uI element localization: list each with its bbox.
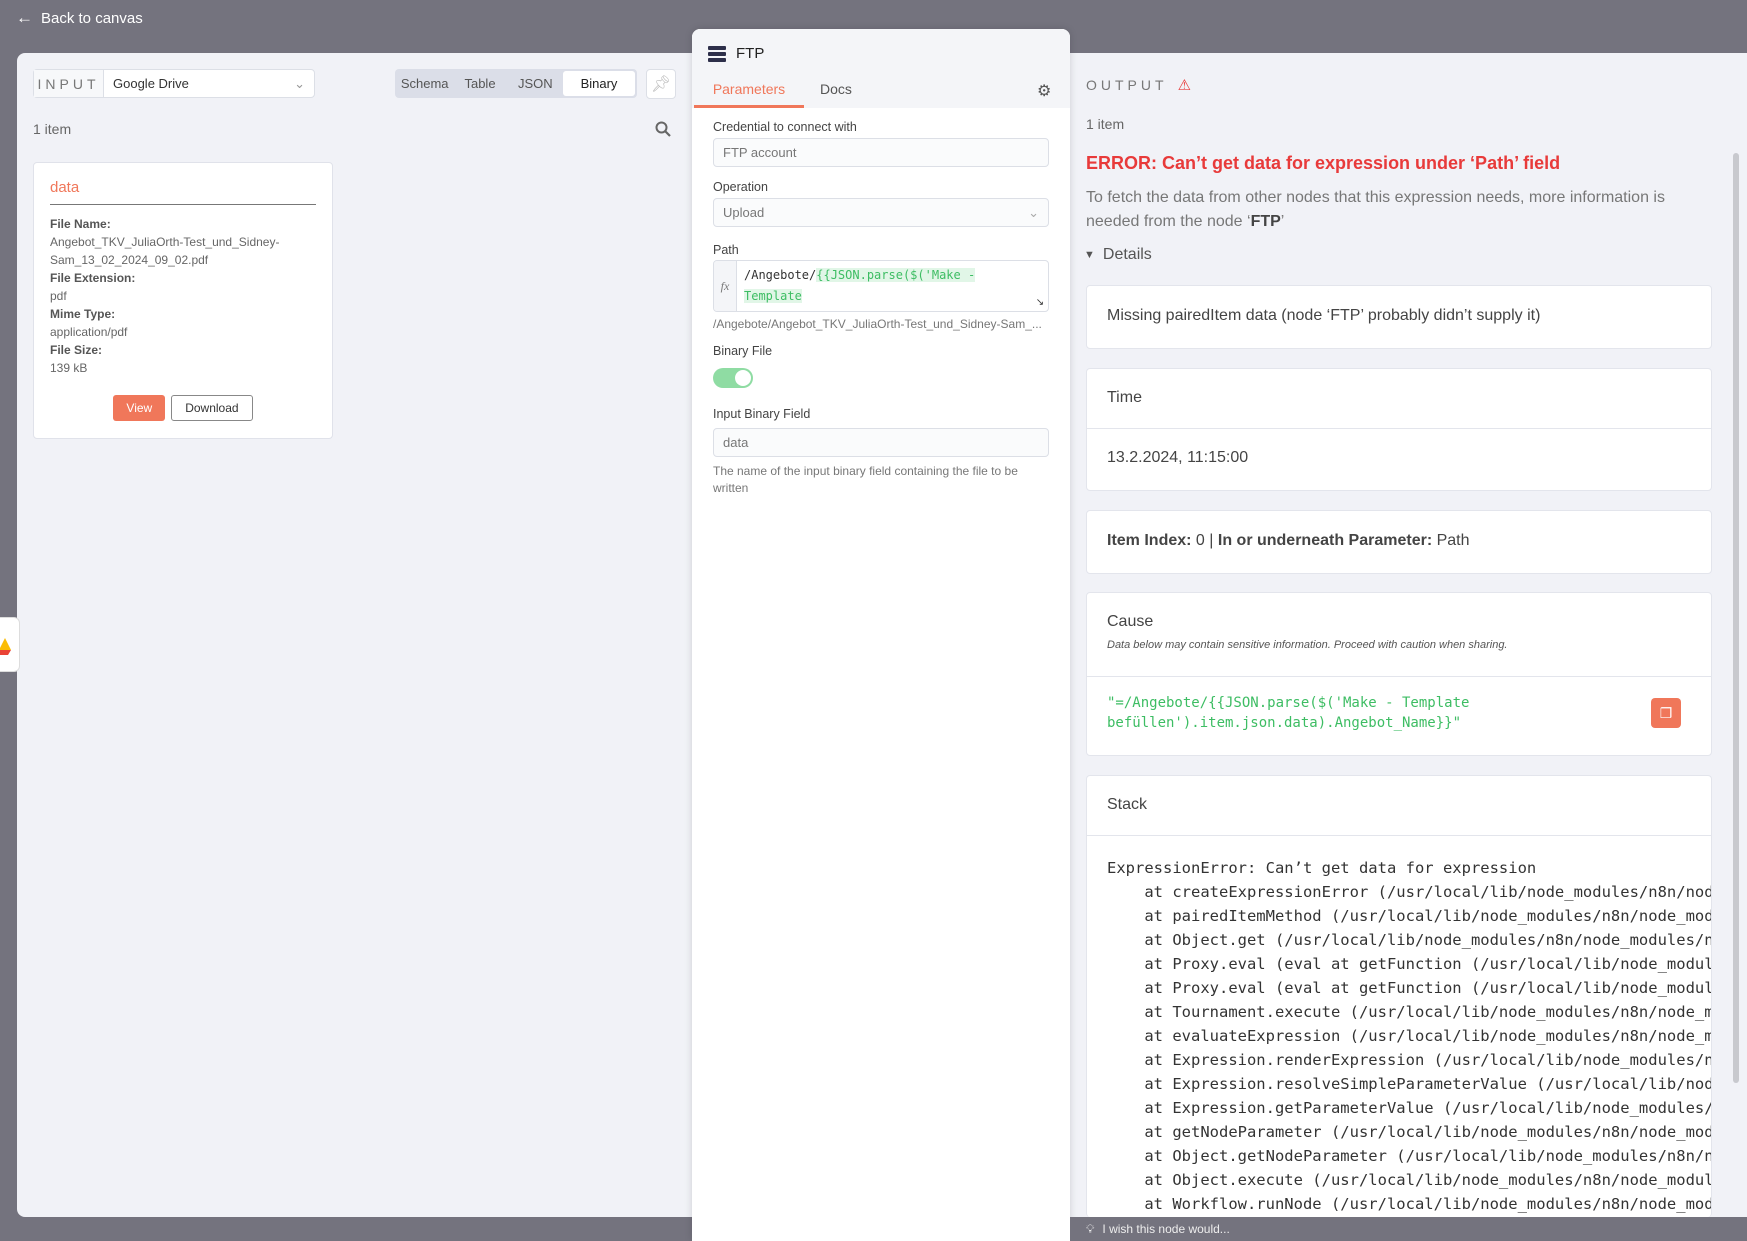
error-message-card: Missing pairedItem data (node ‘FTP’ prob… — [1086, 285, 1712, 349]
item-index-card: Item Index: 0 | In or underneath Paramet… — [1086, 510, 1712, 574]
input-item-count: 1 item — [33, 121, 72, 137]
operation-label: Operation — [713, 180, 768, 194]
cause-card: Cause Data below may contain sensitive i… — [1086, 592, 1712, 756]
tab-binary[interactable]: Binary — [563, 71, 635, 96]
field-value: application/pdf — [50, 325, 128, 339]
time-value: 13.2.2024, 11:15:00 — [1107, 449, 1249, 466]
copy-icon: ❐ — [1659, 704, 1673, 721]
google-drive-icon — [0, 638, 11, 655]
field-value: pdf — [50, 289, 67, 303]
warning-icon: ⚠ — [1177, 77, 1192, 94]
search-button[interactable] — [655, 121, 671, 142]
chevron-down-icon: ▼ — [1084, 249, 1095, 261]
path-expression-input[interactable]: fx /Angebote/{{JSON.parse($('Make - Temp… — [713, 260, 1049, 312]
param-value: Path — [1436, 532, 1470, 549]
pin-data-button[interactable]: 📌︎ — [646, 69, 676, 99]
binary-file-label: Binary File — [713, 344, 773, 358]
error-description: To fetch the data from other nodes that … — [1086, 186, 1716, 234]
arrow-left-icon: ← — [16, 8, 33, 27]
settings-button[interactable]: ⚙ — [1037, 81, 1051, 101]
download-button[interactable]: Download — [171, 395, 253, 421]
copy-button[interactable]: ❐ — [1651, 698, 1681, 728]
path-label: Path — [713, 243, 739, 257]
chevron-down-icon: ⌄ — [294, 75, 305, 91]
item-index-value: 0 — [1195, 532, 1205, 549]
path-preview: /Angebote/Angebot_TKV_JuliaOrth-Test_und… — [713, 317, 1042, 331]
binary-data-card: data File Name: Angebot_TKV_JuliaOrth-Te… — [33, 162, 333, 439]
field-key: File Name: — [50, 217, 111, 231]
node-title: FTP — [736, 45, 765, 62]
expand-icon[interactable]: ↘ — [1033, 296, 1047, 310]
error-title: ERROR: Can’t get data for expression und… — [1086, 153, 1561, 173]
input-binary-field-input[interactable]: data — [713, 428, 1049, 457]
cause-note: Data below may contain sensitive informa… — [1107, 639, 1508, 651]
tab-schema[interactable]: Schema — [400, 76, 449, 91]
cause-label: Cause — [1107, 613, 1154, 630]
field-key: File Size: — [50, 343, 103, 357]
lightbulb-icon: 💡︎ — [1086, 1221, 1095, 1236]
item-index-label: Item Index: — [1107, 532, 1192, 549]
field-value: Angebot_TKV_JuliaOrth-Test_und_Sidney-Sa… — [50, 235, 280, 267]
error-message: Missing pairedItem data (node ‘FTP’ prob… — [1107, 307, 1541, 324]
display-mode-tabs: Schema Table JSON Binary — [395, 69, 637, 98]
stack-label: Stack — [1087, 776, 1711, 836]
fx-icon: fx — [714, 261, 737, 311]
output-scrollbar[interactable] — [1733, 153, 1739, 1083]
input-node-select[interactable]: INPUT Google Drive ⌄ — [33, 69, 315, 98]
input-binary-field-hint: The name of the input binary field conta… — [713, 464, 1018, 495]
stack-card: Stack ExpressionError: Can’t get data fo… — [1086, 775, 1712, 1217]
cause-value: "=/Angebote/{{JSON.parse($('Make - Templ… — [1107, 695, 1470, 731]
output-label: OUTPUT — [1086, 77, 1168, 93]
credential-value: FTP account — [723, 145, 797, 160]
field-key: File Extension: — [50, 271, 136, 285]
stack-trace: ExpressionError: Can’t get data for expr… — [1107, 859, 1711, 1213]
param-label: In or underneath Parameter: — [1217, 532, 1433, 549]
input-binary-field-value: data — [723, 435, 749, 450]
tab-json[interactable]: JSON — [518, 76, 553, 91]
binary-file-toggle[interactable] — [713, 368, 753, 388]
google-drive-node-stub[interactable] — [0, 617, 20, 672]
feedback-text: I wish this node would... — [1102, 1222, 1230, 1236]
field-value: 139 kB — [50, 361, 88, 375]
details-label: Details — [1102, 246, 1152, 263]
details-toggle[interactable]: ▼ Details — [1084, 246, 1152, 264]
view-button[interactable]: View — [113, 395, 166, 421]
error-desc-end: ’ — [1280, 213, 1285, 230]
pin-icon: 📌︎ — [650, 76, 672, 93]
back-to-canvas-button[interactable]: ← Back to canvas — [16, 8, 143, 27]
search-icon — [655, 121, 671, 137]
path-static: /Angebote/ — [744, 268, 817, 282]
field-key: Mime Type: — [50, 307, 116, 321]
time-card: Time 13.2.2024, 11:15:00 — [1086, 368, 1712, 491]
server-icon — [708, 45, 726, 62]
credential-select[interactable]: FTP account — [713, 138, 1049, 167]
feedback-bar[interactable]: 💡︎ I wish this node would... — [1070, 1217, 1747, 1241]
chevron-down-icon: ⌄ — [1028, 204, 1039, 220]
operation-value: Upload — [723, 205, 765, 220]
credential-label: Credential to connect with — [713, 120, 857, 134]
output-item-count: 1 item — [1086, 116, 1125, 132]
tab-docs[interactable]: Docs — [820, 81, 852, 97]
error-desc-text: To fetch the data from other nodes that … — [1086, 189, 1665, 230]
node-settings-panel: FTP Parameters Docs ⚙ Credential to conn… — [692, 29, 1070, 1241]
input-node-value: Google Drive — [113, 76, 189, 91]
error-desc-node: FTP — [1250, 213, 1281, 230]
input-binary-field-label: Input Binary Field — [713, 407, 811, 421]
input-label: INPUT — [34, 70, 104, 97]
binary-title: data — [50, 179, 316, 205]
tab-parameters[interactable]: Parameters — [694, 81, 804, 108]
tab-table[interactable]: Table — [464, 76, 496, 91]
gear-icon: ⚙ — [1037, 83, 1052, 100]
time-label: Time — [1087, 369, 1711, 429]
operation-select[interactable]: Upload ⌄ — [713, 198, 1049, 227]
